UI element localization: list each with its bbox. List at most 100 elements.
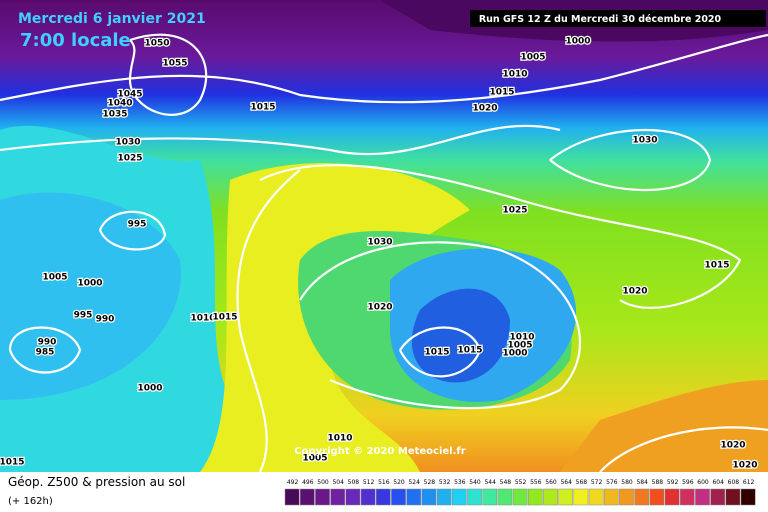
isobar xyxy=(128,33,208,116)
isobar-label: 995 xyxy=(74,311,93,321)
isobar-label: 1025 xyxy=(117,154,142,164)
isobars xyxy=(0,33,768,473)
color-swatch xyxy=(284,488,300,506)
color-swatch xyxy=(315,488,330,506)
scale-label: 588 xyxy=(652,479,664,486)
run-box xyxy=(470,10,766,27)
color-scale: 492 496 500 504 508 512 516 520 524 528 532 536 540 5… xyxy=(284,479,756,506)
isobar-label: 1025 xyxy=(502,206,527,216)
isobar-label: 1010 xyxy=(190,314,215,324)
isobar xyxy=(98,210,167,251)
isobar-label: 990 xyxy=(96,315,115,325)
color-swatch xyxy=(679,488,695,506)
color-swatch xyxy=(482,488,498,506)
scale-label: 552 xyxy=(515,479,527,486)
color-swatch xyxy=(512,488,528,506)
isobar-label: 1000 xyxy=(565,37,590,47)
color-swatch xyxy=(467,488,482,506)
scale-label: 604 xyxy=(712,479,724,486)
scale-label: 548 xyxy=(500,479,512,486)
scale-label: 528 xyxy=(424,479,436,486)
isobar-label: 1030 xyxy=(367,238,392,248)
legend-title: Géop. Z500 & pression au sol xyxy=(8,475,185,489)
legend-lead: (+ 162h) xyxy=(8,496,53,507)
color-swatch xyxy=(360,488,376,506)
color-swatch xyxy=(558,488,574,506)
isobar xyxy=(259,164,742,309)
color-swatch xyxy=(497,488,513,506)
isobar-label: 1050 xyxy=(144,39,169,49)
isobar-label: 1005 xyxy=(507,341,532,351)
color-swatch xyxy=(527,488,543,506)
isobar-label: 985 xyxy=(36,348,55,358)
color-swatch xyxy=(406,488,422,506)
isobar-label: 1010 xyxy=(502,70,527,80)
isobar-label: 1000 xyxy=(502,349,527,359)
isobar xyxy=(0,33,768,104)
color-swatch xyxy=(725,488,741,506)
scale-label: 556 xyxy=(530,479,542,486)
color-swatch xyxy=(588,488,604,506)
time: 7:00 locale xyxy=(20,30,131,51)
trough-core xyxy=(411,288,510,383)
scale-label: 596 xyxy=(682,479,694,486)
scale-label: 576 xyxy=(606,479,618,486)
scale-label: 492 xyxy=(287,479,299,486)
isobar-label: 1020 xyxy=(622,287,647,297)
isobar-label: 1035 xyxy=(102,110,127,120)
date: Mercredi 6 janvier 2021 xyxy=(18,11,206,27)
isobar-label: 1005 xyxy=(302,454,327,464)
color-swatch xyxy=(619,488,634,506)
scale-label: 540 xyxy=(469,479,481,486)
scale-label: 560 xyxy=(545,479,557,486)
scale-label: 532 xyxy=(439,479,451,486)
copyright: Copyright © 2020 Meteociel.fr xyxy=(294,446,465,457)
color-swatch xyxy=(299,488,315,506)
scale-label: 512 xyxy=(363,479,375,486)
isobar xyxy=(299,241,582,410)
color-swatch xyxy=(451,488,467,506)
isobar xyxy=(399,326,482,378)
color-swatch xyxy=(603,488,619,506)
isobar-label: 1020 xyxy=(472,104,497,114)
color-swatch xyxy=(543,488,558,506)
isobar-label: 1015 xyxy=(489,88,514,98)
scale-label: 600 xyxy=(697,479,709,486)
isobar-label: 1015 xyxy=(0,458,25,468)
isobar-label: 1040 xyxy=(107,99,132,109)
isobar xyxy=(236,169,301,473)
color-swatch xyxy=(421,488,437,506)
color-swatch xyxy=(695,488,710,506)
color-swatch xyxy=(710,488,726,506)
isobar-label: 995 xyxy=(128,220,147,230)
scale-label: 524 xyxy=(408,479,420,486)
scale-label: 520 xyxy=(393,479,405,486)
isobar-label: 1010 xyxy=(509,333,534,343)
isobar-label: 1015 xyxy=(457,346,482,356)
isobar-label: 1005 xyxy=(520,53,545,63)
color-swatch xyxy=(391,488,406,506)
color-swatch xyxy=(740,488,756,506)
isobar-label: 1020 xyxy=(720,441,745,451)
isobar xyxy=(549,129,712,191)
scale-label: 536 xyxy=(454,479,466,486)
isobar-label: 1015 xyxy=(212,313,237,323)
isobar xyxy=(8,326,82,374)
scale-label: 564 xyxy=(560,479,572,486)
isobar-labels: 1050105510451040103510301025101510001005… xyxy=(0,35,759,472)
scale-label: 580 xyxy=(621,479,633,486)
isobar xyxy=(0,124,561,156)
isobar-label: 1010 xyxy=(327,434,352,444)
isobar-label: 1020 xyxy=(367,303,392,313)
isobar-label: 1015 xyxy=(250,103,275,113)
isobar-label: 1000 xyxy=(137,384,162,394)
color-swatch xyxy=(330,488,346,506)
color-swatch xyxy=(573,488,589,506)
isobar-label: 1030 xyxy=(115,138,140,148)
isobar-label: 1015 xyxy=(704,261,729,271)
color-swatch xyxy=(664,488,680,506)
isobar-label: 1055 xyxy=(162,59,187,69)
color-swatch xyxy=(345,488,361,506)
scale-label: 612 xyxy=(743,479,755,486)
